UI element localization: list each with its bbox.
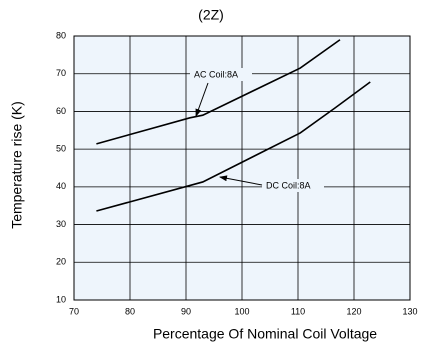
x-tick-label: 110 — [291, 306, 305, 316]
y-tick-label: 40 — [56, 181, 66, 191]
y-tick-label: 20 — [56, 257, 66, 267]
annotation: DC Coil:8A — [266, 180, 311, 190]
annotation-arrow — [195, 82, 209, 117]
chart-title: (2Z) — [198, 7, 224, 23]
y-tick-label: 30 — [56, 219, 66, 229]
series-line — [96, 81, 371, 212]
series-line — [96, 39, 341, 145]
y-tick-label: 80 — [56, 30, 66, 40]
annotation-arrow — [219, 175, 263, 186]
x-tick-label: 90 — [181, 306, 191, 316]
y-tick-label: 10 — [56, 294, 66, 304]
y-tick-label: 60 — [56, 106, 66, 116]
annotation-box — [190, 68, 252, 81]
x-tick-label: 130 — [402, 306, 417, 316]
y-tick-label: 70 — [56, 68, 66, 78]
annotation: AC Coil:8A — [194, 69, 238, 79]
x-tick-label: 100 — [234, 306, 249, 316]
x-tick-label: 80 — [125, 306, 135, 316]
annotation-box — [262, 179, 324, 192]
x-tick-label: 70 — [69, 306, 79, 316]
x-tick-label: 120 — [346, 306, 361, 316]
x-axis-label: Percentage Of Nominal Coil Voltage — [153, 326, 377, 342]
y-axis-label: Temperature rise (K) — [9, 101, 25, 229]
y-tick-label: 50 — [56, 144, 66, 154]
